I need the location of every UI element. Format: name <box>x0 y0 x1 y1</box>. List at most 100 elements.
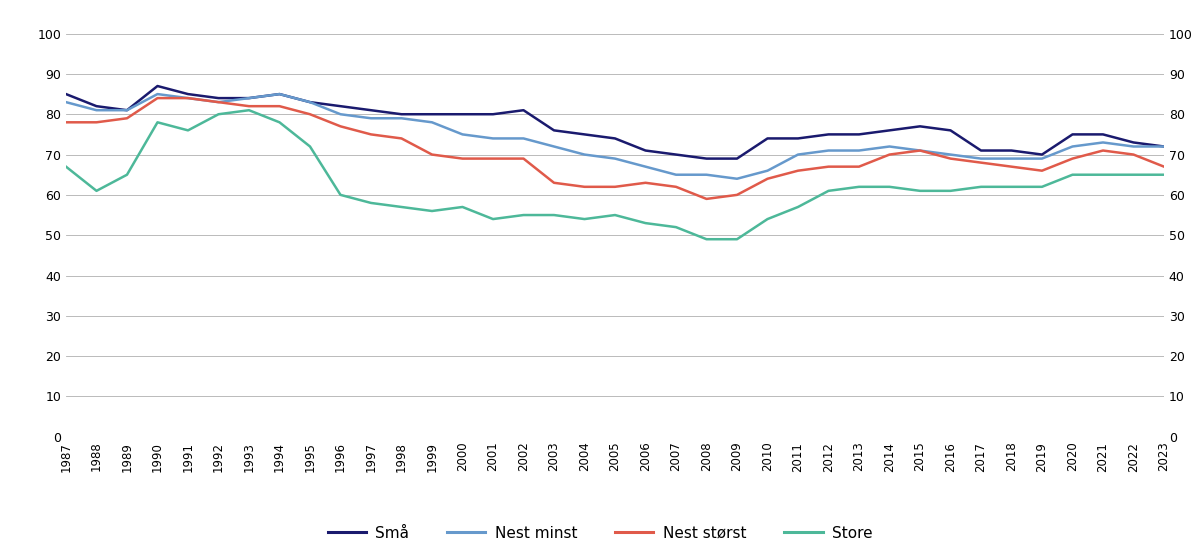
Store <box>486 216 500 222</box>
Store <box>516 212 530 218</box>
Små <box>455 111 469 118</box>
Store <box>821 188 835 194</box>
Nest størst <box>1096 147 1110 154</box>
Nest størst <box>974 159 989 166</box>
Store <box>700 236 714 242</box>
Nest minst <box>608 155 623 162</box>
Små <box>181 91 196 97</box>
Nest minst <box>1127 143 1141 150</box>
Små <box>272 91 287 97</box>
Nest størst <box>1127 151 1141 158</box>
Nest størst <box>638 179 653 186</box>
Nest størst <box>1066 155 1080 162</box>
Store <box>1127 171 1141 178</box>
Store <box>547 212 562 218</box>
Store <box>425 208 439 214</box>
Nest minst <box>700 171 714 178</box>
Nest størst <box>821 164 835 170</box>
Store <box>1004 184 1019 190</box>
Nest størst <box>150 95 164 101</box>
Nest minst <box>516 135 530 142</box>
Nest størst <box>334 123 348 130</box>
Små <box>1157 143 1171 150</box>
Nest størst <box>700 195 714 202</box>
Nest minst <box>181 95 196 101</box>
Nest størst <box>486 155 500 162</box>
Små <box>1096 131 1110 138</box>
Nest minst <box>395 115 409 122</box>
Små <box>638 147 653 154</box>
Nest minst <box>791 151 805 158</box>
Nest størst <box>608 184 623 190</box>
Nest størst <box>455 155 469 162</box>
Små <box>89 103 103 110</box>
Nest minst <box>974 155 989 162</box>
Store <box>761 216 775 222</box>
Store <box>1157 171 1171 178</box>
Små <box>486 111 500 118</box>
Nest størst <box>272 103 287 110</box>
Store <box>1034 184 1049 190</box>
Nest størst <box>547 179 562 186</box>
Store <box>668 224 683 231</box>
Nest minst <box>882 143 896 150</box>
Nest størst <box>761 175 775 182</box>
Nest størst <box>943 155 958 162</box>
Nest minst <box>211 99 226 105</box>
Små <box>608 135 623 142</box>
Nest størst <box>89 119 103 125</box>
Store <box>1096 171 1110 178</box>
Små <box>791 135 805 142</box>
Små <box>700 155 714 162</box>
Nest minst <box>730 175 744 182</box>
Nest minst <box>302 99 317 105</box>
Nest størst <box>211 99 226 105</box>
Store <box>577 216 592 222</box>
Store <box>211 111 226 118</box>
Nest størst <box>425 151 439 158</box>
Nest størst <box>395 135 409 142</box>
Store <box>395 204 409 211</box>
Små <box>334 103 348 110</box>
Små <box>364 107 378 114</box>
Store <box>334 192 348 198</box>
Små <box>211 95 226 101</box>
Små <box>761 135 775 142</box>
Små <box>668 151 683 158</box>
Nest størst <box>120 115 134 122</box>
Nest størst <box>791 167 805 174</box>
Nest minst <box>1096 139 1110 146</box>
Nest minst <box>1157 143 1171 150</box>
Store <box>852 184 866 190</box>
Nest størst <box>913 147 928 154</box>
Nest minst <box>852 147 866 154</box>
Store <box>638 220 653 226</box>
Store <box>608 212 623 218</box>
Nest minst <box>242 95 257 101</box>
Små <box>943 127 958 134</box>
Små <box>59 91 73 97</box>
Nest størst <box>852 164 866 170</box>
Nest størst <box>516 155 530 162</box>
Store <box>943 188 958 194</box>
Store <box>181 127 196 134</box>
Små <box>242 95 257 101</box>
Nest minst <box>943 151 958 158</box>
Line: Nest størst: Nest størst <box>66 98 1164 199</box>
Nest størst <box>1004 164 1019 170</box>
Små <box>882 127 896 134</box>
Store <box>59 164 73 170</box>
Line: Store: Store <box>66 110 1164 239</box>
Store <box>913 188 928 194</box>
Små <box>974 147 989 154</box>
Legend: Små, Nest minst, Nest størst, Store: Små, Nest minst, Nest størst, Store <box>322 520 878 547</box>
Små <box>821 131 835 138</box>
Store <box>974 184 989 190</box>
Store <box>89 188 103 194</box>
Nest størst <box>364 131 378 138</box>
Små <box>913 123 928 130</box>
Line: Nest minst: Nest minst <box>66 94 1164 179</box>
Nest minst <box>455 131 469 138</box>
Store <box>364 199 378 206</box>
Små <box>852 131 866 138</box>
